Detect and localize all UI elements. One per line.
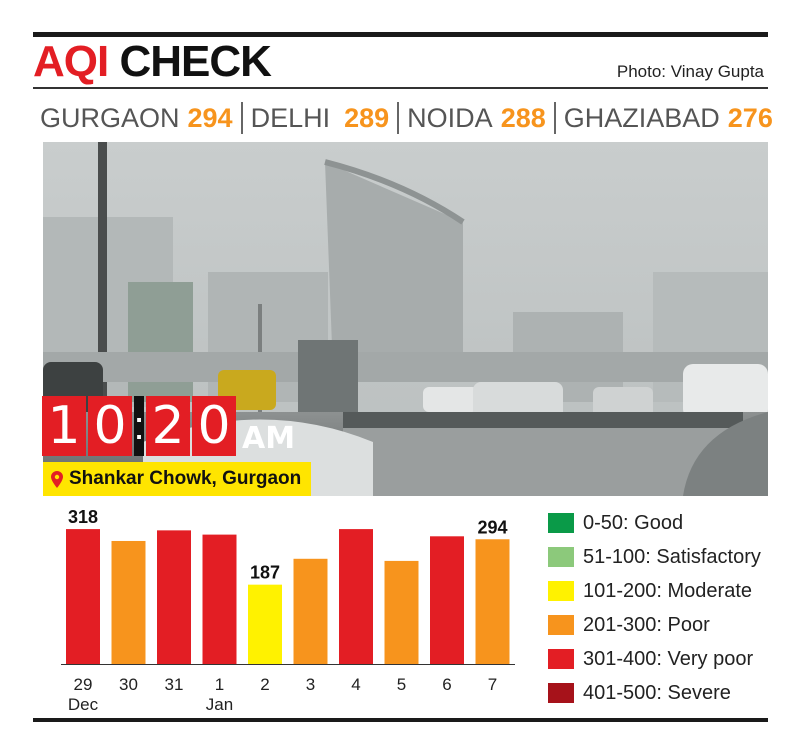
location-badge: Shankar Chowk, Gurgaon: [43, 462, 312, 496]
header-divider: [33, 87, 768, 89]
city-name: GHAZIABAD: [563, 102, 720, 133]
city-aqi-value: 276: [727, 102, 773, 133]
legend-item: 51-100: Satisfactory: [548, 540, 761, 574]
legend-item: 401-500: Severe: [548, 676, 761, 710]
x-tick-label: 4: [351, 675, 360, 694]
title-aqi: AQI: [33, 37, 109, 86]
legend-item: 101-200: Moderate: [548, 574, 761, 608]
city-separator: [553, 102, 556, 134]
city-gurgaon: GURGAON 294: [40, 103, 241, 134]
legend-swatch: [548, 547, 574, 567]
x-tick-label: 6: [442, 675, 451, 694]
top-rule: [33, 32, 768, 37]
title-check: CHECK: [119, 37, 271, 86]
bar-1: [202, 534, 237, 664]
bar-6: [430, 536, 464, 664]
x-tick-label: 30: [119, 675, 138, 694]
city-name: NOIDA: [407, 102, 493, 133]
x-tick-label: 7: [488, 675, 497, 694]
city-delhi: DELHI 289: [243, 103, 398, 134]
data-label: 294: [477, 517, 507, 537]
time-digit: 0: [192, 396, 236, 456]
bar-30: [111, 540, 146, 664]
city-aqi-strip: GURGAON 294 DELHI 289 NOIDA 288 GHAZIABA…: [40, 98, 781, 138]
city-aqi-value: 294: [187, 102, 233, 133]
legend-swatch: [548, 513, 574, 533]
legend-label: 401-500: Severe: [583, 681, 731, 704]
legend-swatch: [548, 615, 574, 635]
x-tick-label: 29: [74, 675, 93, 694]
time-digit: 1: [42, 396, 86, 456]
city-noida: NOIDA 288: [399, 103, 554, 134]
city-aqi-value: 289: [344, 102, 390, 133]
time-colon: :: [133, 396, 145, 456]
legend-label: 0-50: Good: [583, 511, 684, 534]
bar-31: [157, 530, 191, 664]
city-aqi-value: 288: [500, 102, 546, 133]
city-separator: [397, 102, 400, 134]
bar-29: [66, 529, 100, 664]
bar-2: [248, 584, 282, 664]
legend-item: 201-300: Poor: [548, 608, 761, 642]
x-tick-label: 5: [397, 675, 406, 694]
legend-swatch: [548, 683, 574, 703]
time-digit: 2: [146, 396, 190, 456]
legend-label: 51-100: Satisfactory: [583, 545, 761, 568]
data-label: 187: [250, 563, 280, 583]
aqi-legend: 0-50: Good 51-100: Satisfactory 101-200: M…: [548, 506, 761, 710]
bar-7: [475, 539, 510, 664]
x-tick-sublabel: Jan: [206, 695, 233, 714]
x-tick-label: 2: [260, 675, 269, 694]
legend-swatch: [548, 649, 574, 669]
legend-label: 201-300: Poor: [583, 613, 710, 636]
legend-item: 301-400: Very poor: [548, 642, 761, 676]
time-digit: 0: [88, 396, 132, 456]
legend-swatch: [548, 581, 574, 601]
bar-5: [384, 560, 419, 664]
legend-item: 0-50: Good: [548, 506, 761, 540]
time-suffix: AM: [242, 421, 296, 456]
x-tick-label: 3: [306, 675, 315, 694]
x-tick-label: 1: [215, 675, 224, 694]
time-overlay: 1 0 : 2 0 AM: [42, 396, 295, 456]
photo-credit: Photo: Vinay Gupta: [616, 62, 764, 81]
data-label: 318: [68, 507, 98, 527]
legend-label: 101-200: Moderate: [583, 579, 753, 602]
city-separator: [240, 102, 243, 134]
bottom-rule: [33, 718, 768, 722]
city-ghaziabad: GHAZIABAD 276: [556, 103, 781, 134]
x-tick-label: 31: [165, 675, 184, 694]
legend-label: 301-400: Very poor: [583, 647, 754, 670]
bar-3: [293, 558, 328, 664]
x-tick-sublabel: Dec: [68, 695, 99, 714]
location-text: Shankar Chowk, Gurgaon: [69, 468, 302, 489]
city-name: GURGAON: [40, 102, 180, 133]
bar-4: [339, 529, 373, 664]
page-title: AQI CHECK: [33, 37, 272, 86]
location-pin-icon: [51, 470, 63, 488]
city-name: DELHI: [250, 102, 331, 133]
